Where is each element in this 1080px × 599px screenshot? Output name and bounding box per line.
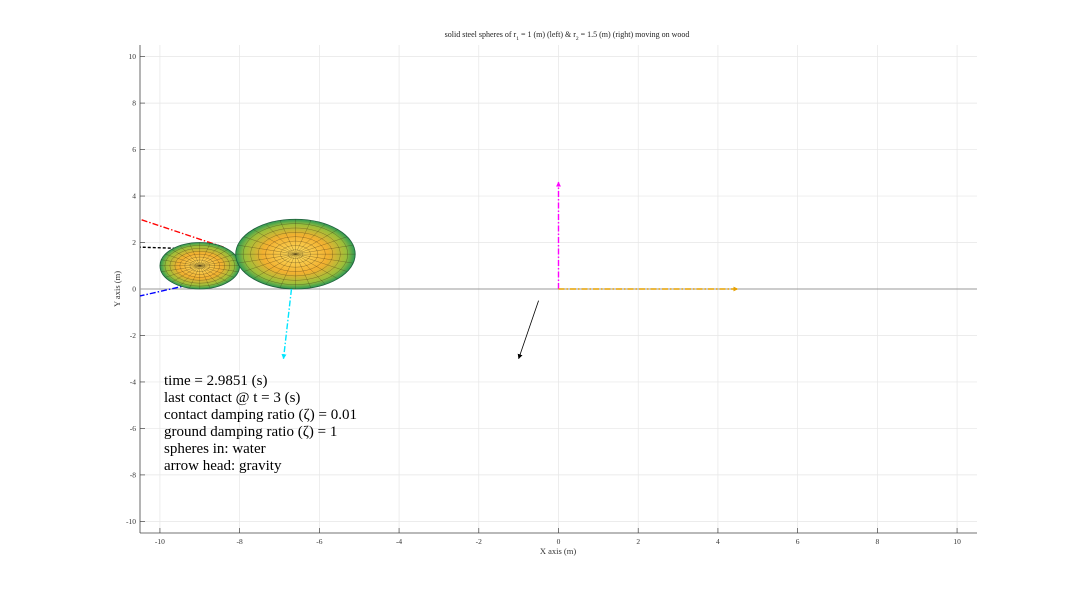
y-tick-label: -10 bbox=[126, 517, 136, 526]
sphere-mesh-spoke bbox=[279, 254, 296, 288]
y-tick-label: 0 bbox=[132, 285, 136, 294]
sphere-mesh-spoke bbox=[295, 253, 348, 272]
y-tick-label: 8 bbox=[132, 99, 136, 108]
sphere-mesh-spoke bbox=[279, 220, 296, 255]
sphere-mesh-spoke bbox=[199, 265, 239, 272]
y-tick-label: -4 bbox=[130, 377, 136, 386]
force-arrows bbox=[281, 181, 739, 360]
sphere-mesh-spoke bbox=[243, 236, 296, 255]
sphere-mesh-spoke bbox=[243, 253, 296, 272]
sphere-mesh-spoke bbox=[199, 245, 220, 266]
sphere-mesh-spoke bbox=[295, 220, 312, 255]
x-tick-label: 0 bbox=[557, 537, 561, 546]
sphere-mesh-spoke bbox=[295, 253, 338, 279]
y-tick-label: -2 bbox=[130, 331, 136, 340]
sphere-mesh-spoke bbox=[171, 265, 200, 283]
annotation-medium: spheres in: water bbox=[164, 441, 266, 457]
spheres bbox=[159, 218, 356, 290]
x-axis-label: X axis (m) bbox=[540, 546, 577, 556]
sphere-mesh-spoke bbox=[265, 223, 296, 255]
annotation-contact-damping: contact damping ratio (ζ) = 0.01 bbox=[164, 407, 357, 423]
sphere-mesh-spoke bbox=[295, 229, 338, 255]
annotations: time = 2.9851 (s) last contact @ t = 3 (… bbox=[164, 373, 357, 474]
sphere-mesh-spoke bbox=[199, 265, 229, 283]
chart-title: solid steel spheres of r1 = 1 (m) (left)… bbox=[445, 30, 690, 42]
sphere-mesh-spoke bbox=[253, 229, 296, 255]
sphere-mesh-spoke bbox=[171, 249, 200, 266]
gravity-arrow bbox=[517, 300, 539, 360]
x-tick-label: 6 bbox=[796, 537, 800, 546]
sphere-mesh-spoke bbox=[199, 265, 211, 289]
sphere-mesh-spoke bbox=[161, 259, 200, 266]
x-tick-label: -10 bbox=[155, 537, 165, 546]
y-tick-label: -8 bbox=[130, 470, 136, 479]
sphere-mesh-spoke bbox=[295, 236, 348, 255]
x-tick-label: 10 bbox=[953, 537, 961, 546]
y-tick-label: 6 bbox=[132, 145, 136, 154]
sphere-mesh-spoke bbox=[179, 245, 200, 266]
x-tick-label: -8 bbox=[237, 537, 243, 546]
sphere-mesh-spoke bbox=[179, 265, 200, 287]
x-tick-label: 4 bbox=[716, 537, 720, 546]
sphere-mesh-spoke bbox=[199, 253, 235, 266]
sphere-mesh-spoke bbox=[199, 243, 211, 266]
sphere-mesh-spoke bbox=[199, 249, 229, 266]
annotation-time: time = 2.9851 (s) bbox=[164, 373, 267, 389]
red-line bbox=[139, 218, 224, 248]
sphere-r1 bbox=[159, 242, 241, 290]
sphere-mesh-spoke bbox=[253, 253, 296, 279]
annotation-ground-damping: ground damping ratio (ζ) = 1 bbox=[164, 424, 337, 440]
axis-ticks: -10 -8 -6 -4 -2 0 2 4 6 8 10 -10 -8 -6 -4 -2 0 2 4 6 8 10 bbox=[126, 52, 961, 546]
sphere-mesh-spoke bbox=[237, 244, 296, 255]
x-tick-label: 2 bbox=[636, 537, 640, 546]
x-tick-label: -2 bbox=[476, 537, 482, 546]
sphere-mesh-spoke bbox=[189, 265, 200, 289]
y-tick-label: 10 bbox=[129, 52, 137, 61]
sphere-mesh-spoke bbox=[199, 265, 235, 278]
sphere-mesh-spoke bbox=[295, 254, 312, 288]
annotation-last-contact: last contact @ t = 3 (s) bbox=[164, 390, 300, 406]
sphere-mesh-spoke bbox=[189, 243, 200, 266]
sphere-mesh-spoke bbox=[165, 253, 200, 266]
y-tick-label: -6 bbox=[130, 424, 136, 433]
sphere-mesh-spoke bbox=[265, 254, 296, 285]
x-tick-label: 8 bbox=[875, 537, 879, 546]
x-tick-label: -4 bbox=[396, 537, 402, 546]
sphere-mesh-spoke bbox=[295, 244, 354, 255]
sphere-r2 bbox=[235, 218, 356, 290]
sphere-mesh-spoke bbox=[161, 265, 200, 272]
y-axis-label: Y axis (m) bbox=[112, 271, 122, 307]
sphere-mesh-spoke bbox=[165, 265, 200, 278]
sphere-mesh-spoke bbox=[295, 254, 326, 285]
x-tick-label: -6 bbox=[316, 537, 322, 546]
y-tick-label: 2 bbox=[132, 238, 136, 247]
sphere-mesh-spoke bbox=[199, 259, 239, 266]
sphere-mesh-spoke bbox=[237, 253, 296, 264]
y-tick-label: 4 bbox=[132, 192, 136, 201]
annotation-arrow-head: arrow head: gravity bbox=[164, 458, 282, 474]
sphere-mesh-spoke bbox=[295, 253, 354, 264]
sphere-mesh-spoke bbox=[295, 223, 326, 255]
cyan-arrow bbox=[281, 288, 293, 360]
sphere-mesh-spoke bbox=[199, 265, 220, 287]
